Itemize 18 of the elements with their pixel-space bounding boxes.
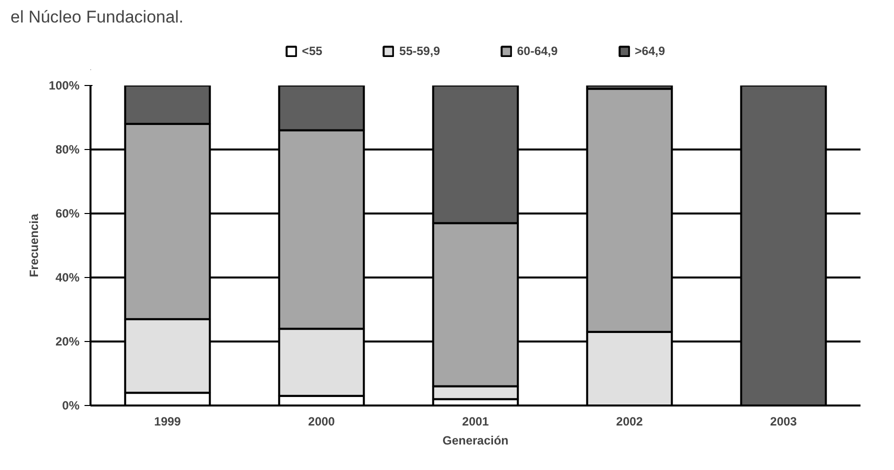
y-tick-label: 80% bbox=[55, 142, 80, 156]
legend-label: 55-59,9 bbox=[399, 44, 440, 58]
x-tick-label: 1999 bbox=[154, 414, 182, 428]
text: el Núcleo Fundacional. bbox=[10, 8, 184, 26]
x-tick-label: 2001 bbox=[462, 414, 490, 428]
x-tick-label: 2002 bbox=[616, 414, 644, 428]
y-tick-label: 60% bbox=[55, 206, 80, 220]
x-tick-label: 2003 bbox=[770, 414, 798, 428]
y-tick-label: 100% bbox=[48, 78, 80, 92]
y-tick-label: 0% bbox=[62, 398, 80, 412]
y-tick-label: 20% bbox=[55, 334, 80, 348]
legend-label: <55 bbox=[302, 44, 322, 58]
legend-label: >64,9 bbox=[634, 44, 666, 58]
x-tick-label: 2000 bbox=[308, 414, 336, 428]
x-axis-title: Generación bbox=[442, 434, 509, 448]
y-tick-label: 40% bbox=[55, 270, 80, 284]
y-axis-title: Frecuencia bbox=[26, 213, 41, 278]
legend-label: 60-64,9 bbox=[516, 44, 558, 58]
